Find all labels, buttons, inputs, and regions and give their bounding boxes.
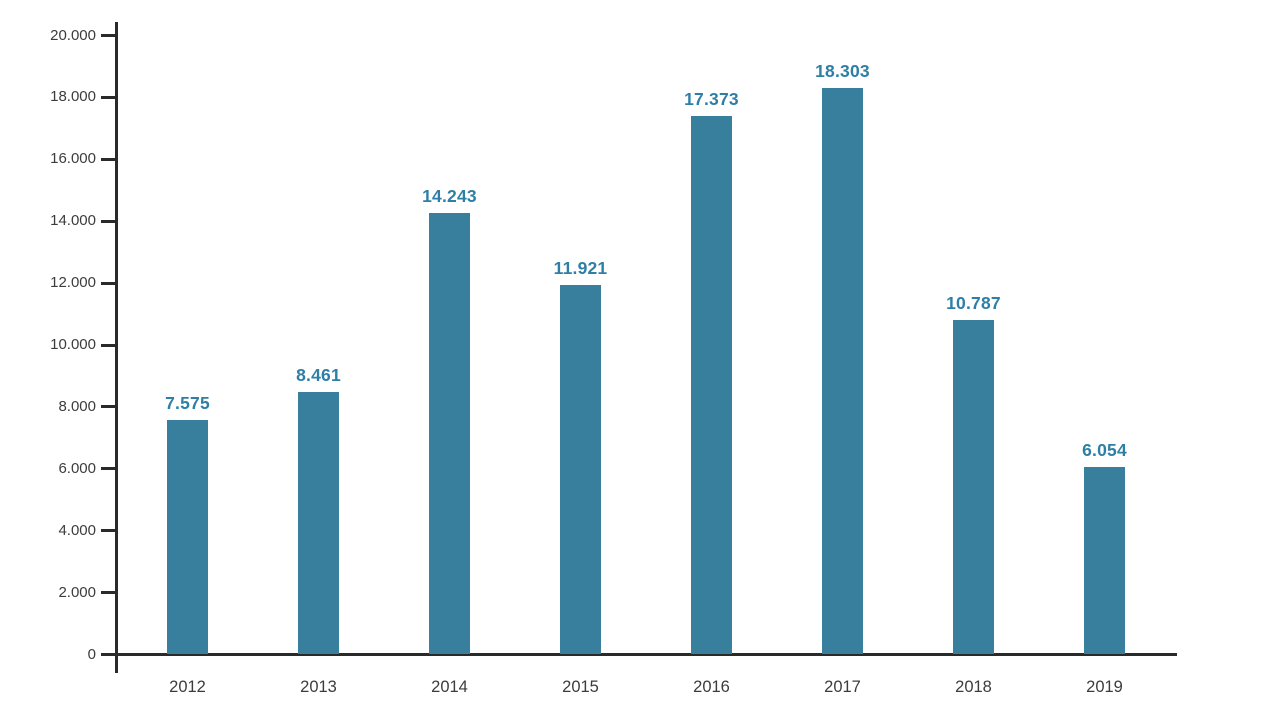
x-axis-line (101, 653, 1177, 656)
x-tick-label: 2018 (955, 678, 992, 696)
bar (560, 285, 601, 654)
y-tick (101, 529, 117, 533)
x-tick-label: 2015 (562, 678, 599, 696)
y-tick (101, 157, 117, 161)
bar (298, 392, 339, 654)
y-tick-label: 6.000 (58, 459, 96, 477)
bar-value-label: 6.054 (1082, 440, 1127, 460)
y-tick (101, 343, 117, 347)
y-axis-line (115, 22, 118, 673)
bar-value-label: 14.243 (422, 186, 477, 206)
bar-value-label: 17.373 (684, 89, 739, 109)
bar (691, 116, 732, 654)
y-tick-label: 16.000 (50, 150, 96, 168)
bar (1084, 467, 1125, 654)
y-tick-label: 12.000 (50, 274, 96, 292)
y-tick-label: 18.000 (50, 88, 96, 106)
y-tick (101, 467, 117, 471)
y-tick (101, 219, 117, 223)
y-tick-label: 20.000 (50, 26, 96, 44)
x-tick-label: 2014 (431, 678, 468, 696)
y-tick-label: 0 (87, 645, 96, 663)
y-tick-label: 14.000 (50, 212, 96, 230)
y-tick-label: 2.000 (58, 583, 96, 601)
bar-value-label: 8.461 (296, 365, 341, 385)
x-tick-label: 2016 (693, 678, 730, 696)
y-tick (101, 405, 117, 409)
bar-value-label: 7.575 (165, 393, 210, 413)
bar-value-label: 18.303 (815, 61, 870, 81)
bar (167, 420, 208, 654)
y-tick-label: 4.000 (58, 521, 96, 539)
x-tick-label: 2013 (300, 678, 337, 696)
y-tick (101, 95, 117, 99)
y-tick-label: 10.000 (50, 336, 96, 353)
bar (822, 88, 863, 654)
bar (429, 213, 470, 654)
bar-value-label: 11.921 (553, 258, 608, 278)
y-tick-label: 8.000 (58, 397, 96, 415)
y-tick (101, 591, 117, 595)
bar-value-label: 10.787 (946, 293, 1001, 313)
y-tick (101, 34, 117, 37)
x-tick-label: 2012 (169, 678, 206, 696)
x-tick-label: 2017 (824, 678, 861, 696)
y-tick (101, 653, 117, 656)
y-tick (101, 281, 117, 285)
bar (953, 320, 994, 654)
x-tick-label: 2019 (1086, 678, 1123, 696)
